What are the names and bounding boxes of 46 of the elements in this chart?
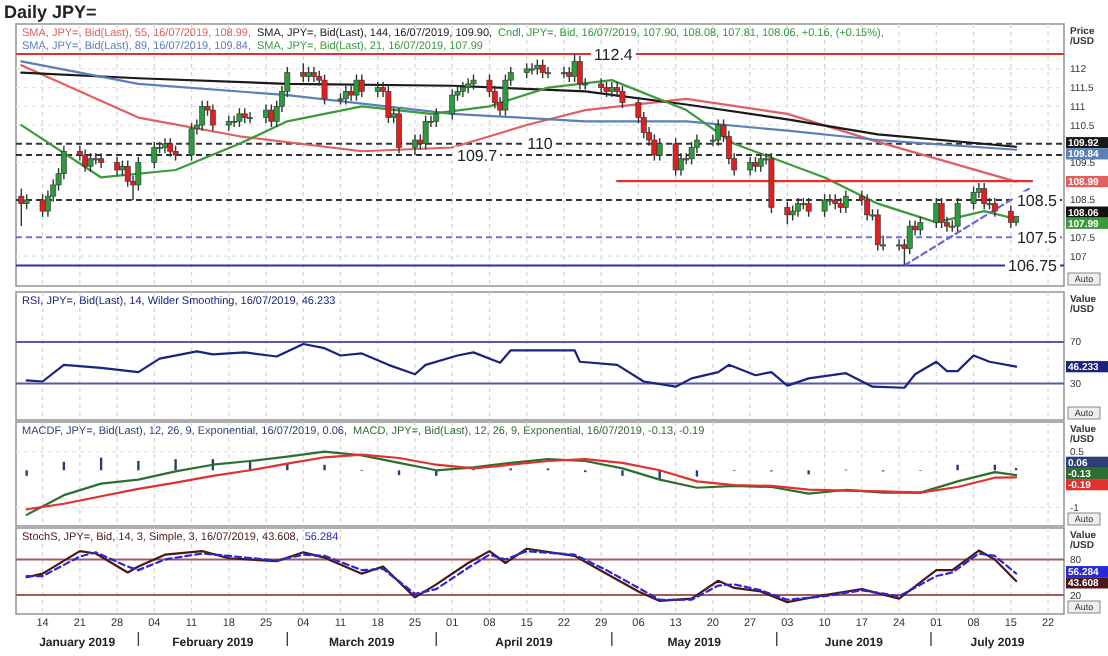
candlestick — [263, 103, 269, 124]
candlestick — [502, 73, 509, 117]
candlestick — [353, 73, 360, 102]
candlestick — [598, 77, 605, 94]
line-series — [20, 64, 1018, 183]
candlestick — [571, 53, 578, 83]
candlestick — [917, 216, 924, 237]
candlestick — [385, 85, 392, 124]
ref-line-label: 109.7 — [457, 146, 499, 165]
ref-line-label: 107.5 — [1016, 228, 1059, 247]
candlestick — [209, 103, 216, 132]
candlestick — [459, 81, 466, 98]
candlestick — [433, 107, 440, 128]
candlestick — [577, 55, 583, 91]
candlestick — [231, 115, 238, 128]
candlestick — [896, 238, 902, 252]
candlestick — [529, 62, 535, 76]
line-series — [20, 71, 1018, 148]
candlestick — [561, 66, 567, 79]
candlestick — [827, 193, 833, 207]
candlestick — [247, 111, 253, 124]
candlestick — [465, 77, 472, 94]
candlestick — [874, 208, 881, 252]
candlestick — [619, 85, 626, 109]
candlestick — [539, 58, 546, 79]
ref-line-label: 112.4 — [593, 45, 634, 64]
line-series — [20, 60, 1018, 151]
candlestick — [321, 73, 328, 106]
ref-line-label: 106.75 — [1008, 257, 1059, 276]
candlestick — [449, 88, 456, 121]
candlestick — [300, 62, 307, 83]
candlestick — [864, 193, 871, 222]
candlestick — [545, 66, 551, 79]
candlestick — [1007, 204, 1014, 229]
ref-line-label: 110 — [527, 135, 554, 154]
chart-title: Daily JPY= — [4, 2, 97, 22]
line-series — [25, 342, 1018, 389]
candlestick — [311, 66, 317, 83]
candlestick — [608, 81, 615, 98]
candlestick — [348, 85, 355, 102]
candlestick — [268, 103, 275, 128]
candlestick — [358, 73, 365, 98]
candlestick — [199, 100, 206, 132]
candlestick — [342, 85, 349, 106]
candlestick — [236, 107, 243, 128]
ref-line-label: 108.5 — [1016, 191, 1059, 210]
